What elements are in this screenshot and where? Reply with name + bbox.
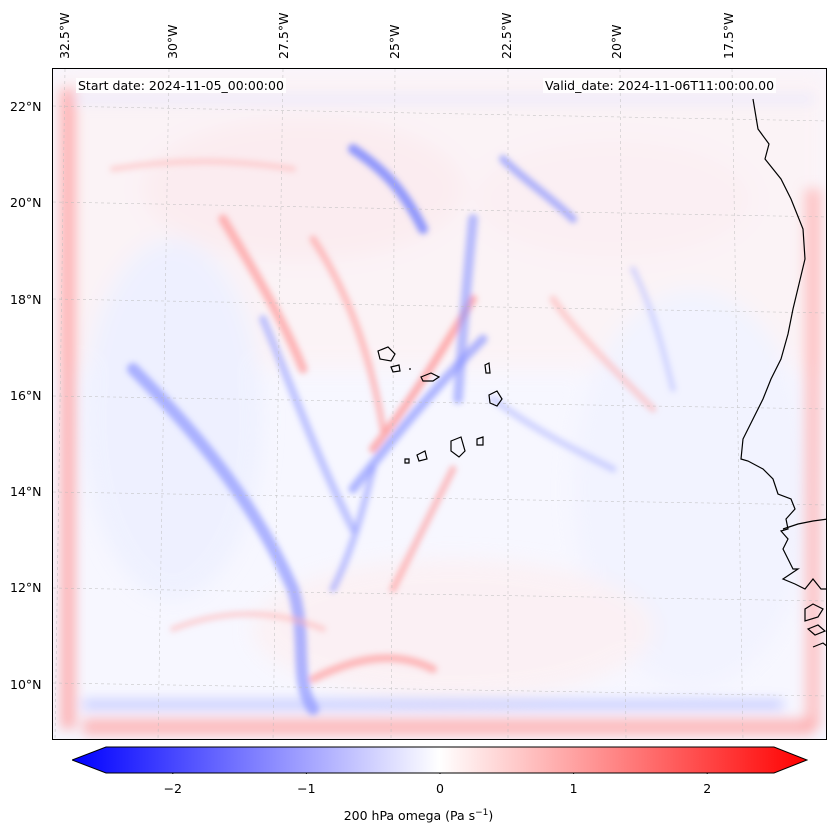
lat-label: 20°N xyxy=(10,195,42,210)
lat-label: 18°N xyxy=(10,292,42,307)
omega-field xyxy=(53,69,826,739)
lon-label: 32.5°W xyxy=(57,12,72,59)
lon-label: 22.5°W xyxy=(499,12,514,59)
omega-field-map xyxy=(53,69,826,739)
colorbar-tick-label: −1 xyxy=(297,781,316,796)
colorbar-tick-label: 2 xyxy=(703,781,712,796)
lon-label: 25°W xyxy=(387,24,402,59)
lat-label: 22°N xyxy=(10,99,42,114)
map-plot-area xyxy=(52,68,827,740)
valid-date-text: Valid_date: 2024-11-06T11:00:00.00 xyxy=(543,78,777,93)
lon-label: 17.5°W xyxy=(721,12,736,59)
lon-label: 30°W xyxy=(165,24,180,59)
graticule xyxy=(53,69,826,739)
lat-label: 12°N xyxy=(10,580,42,595)
colorbar-tick-label: −2 xyxy=(163,781,183,796)
lat-label: 14°N xyxy=(10,484,42,499)
lat-label: 16°N xyxy=(10,388,42,403)
lon-label: 27.5°W xyxy=(276,12,291,59)
colorbar-tick-label: 0 xyxy=(436,781,444,796)
colorbar xyxy=(72,746,808,774)
coastline xyxy=(377,98,826,648)
lat-label: 10°N xyxy=(10,677,42,692)
lon-label: 20°W xyxy=(609,24,624,59)
colorbar-tick-label: 1 xyxy=(569,781,578,796)
start-date-text: Start date: 2024-11-05_00:00:00 xyxy=(76,78,286,93)
colorbar-label: 200 hPa omega (Pa s−1) xyxy=(343,808,494,824)
